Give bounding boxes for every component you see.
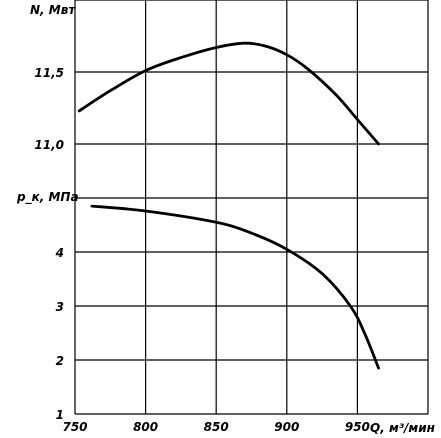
pressure-curve-line [90, 204, 380, 370]
bottom-y-tick-label: 1 [56, 408, 64, 422]
bottom-y-tick-label: 4 [55, 246, 64, 260]
top-y-tick-label: 11,0 [34, 138, 64, 152]
x-tick-label: 900 [274, 420, 299, 434]
power-curve-line [77, 41, 380, 146]
x-tick-label: 950 [345, 420, 370, 434]
bottom-y-tick-label: 2 [56, 354, 64, 368]
bottom-y-axis-label: p_к, МПа [16, 190, 79, 205]
top-y-axis-label: N, Мвт [30, 3, 76, 17]
x-tick-label: 750 [62, 420, 87, 434]
x-tick-label: 800 [133, 420, 158, 434]
grid [74, 0, 429, 415]
x-tick-label: 850 [204, 420, 229, 434]
bottom-y-tick-label: 3 [56, 300, 64, 314]
tick-labels: 11,0 11,5 1 2 3 4 750 800 850 900 950 [34, 66, 370, 434]
x-axis-label: Q, м³/мин [370, 421, 435, 435]
top-y-tick-label: 11,5 [34, 66, 64, 80]
curves [77, 41, 380, 370]
